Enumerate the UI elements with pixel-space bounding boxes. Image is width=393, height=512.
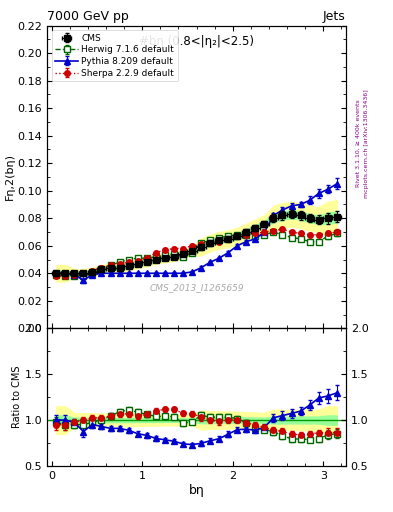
Text: 7000 GeV pp: 7000 GeV pp [47,10,129,23]
Y-axis label: Fη,2(bη): Fη,2(bη) [5,154,15,201]
Text: CMS_2013_I1265659: CMS_2013_I1265659 [149,283,244,292]
X-axis label: bη: bη [189,483,204,497]
Legend: CMS, Herwig 7.1.6 default, Pythia 8.209 default, Sherpa 2.2.9 default: CMS, Herwig 7.1.6 default, Pythia 8.209 … [51,30,178,81]
Text: Rivet 3.1.10, ≥ 400k events: Rivet 3.1.10, ≥ 400k events [356,99,361,187]
Text: #bη (0.8<|η₂|<2.5): #bη (0.8<|η₂|<2.5) [139,35,254,48]
Text: Jets: Jets [323,10,346,23]
Text: mcplots.cern.ch [arXiv:1306.3436]: mcplots.cern.ch [arXiv:1306.3436] [364,89,369,198]
Y-axis label: Ratio to CMS: Ratio to CMS [12,366,22,429]
